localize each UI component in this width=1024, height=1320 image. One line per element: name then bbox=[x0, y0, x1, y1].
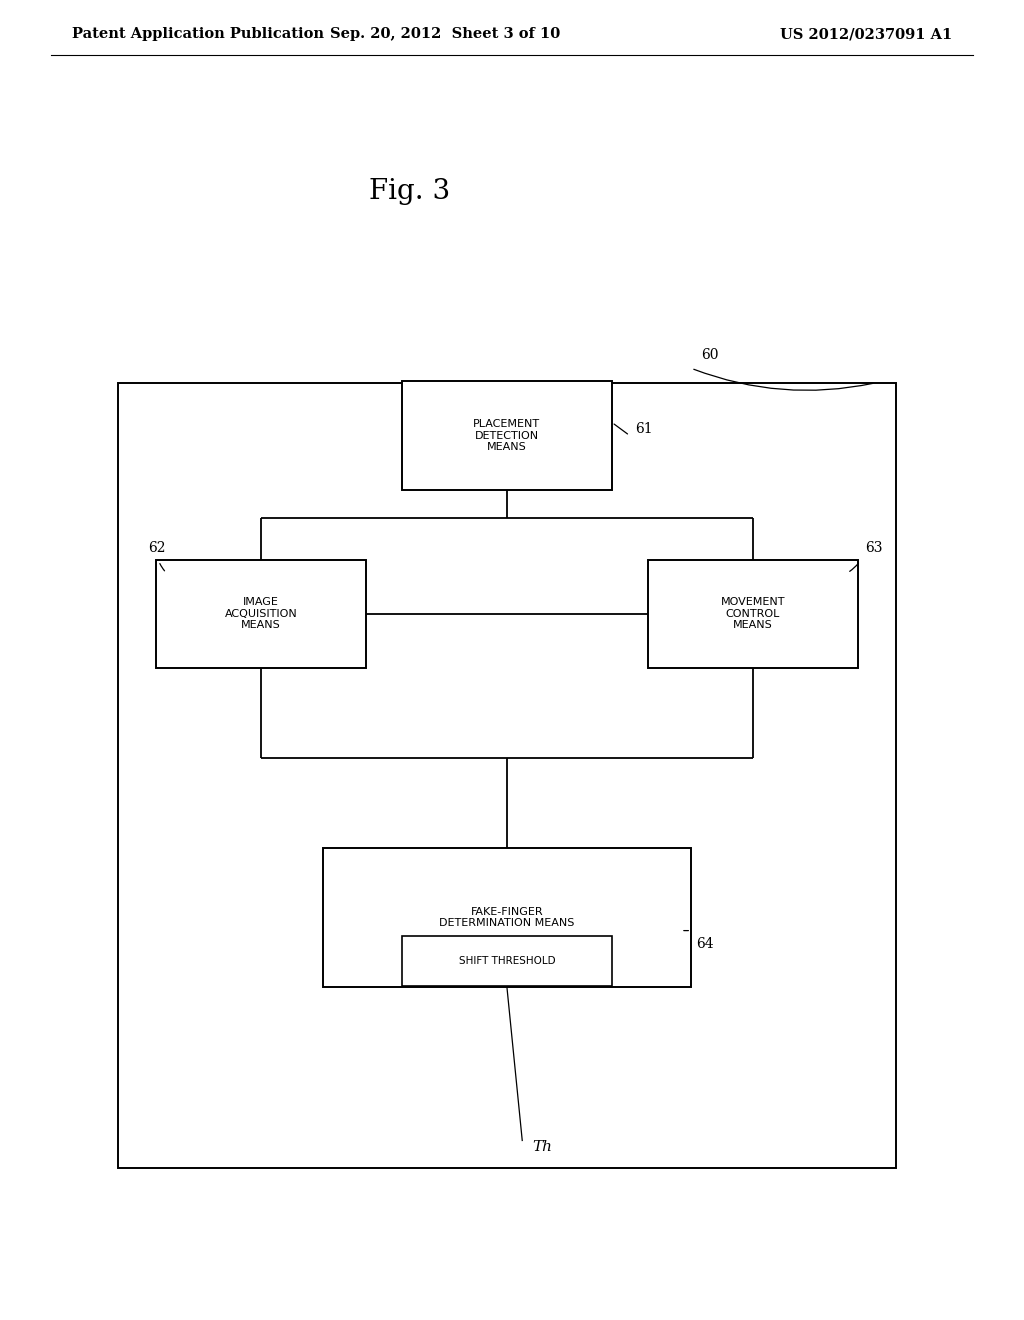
Text: PLACEMENT
DETECTION
MEANS: PLACEMENT DETECTION MEANS bbox=[473, 418, 541, 453]
Text: 60: 60 bbox=[701, 347, 719, 362]
Text: Th: Th bbox=[532, 1139, 553, 1154]
Text: 64: 64 bbox=[696, 937, 714, 950]
Bar bbox=[401, 936, 612, 986]
Text: SHIFT THRESHOLD: SHIFT THRESHOLD bbox=[459, 956, 555, 966]
Text: 63: 63 bbox=[865, 541, 883, 554]
Text: US 2012/0237091 A1: US 2012/0237091 A1 bbox=[780, 28, 952, 41]
Bar bbox=[157, 560, 367, 668]
Bar bbox=[323, 849, 691, 987]
Text: Fig. 3: Fig. 3 bbox=[369, 178, 451, 205]
Text: 61: 61 bbox=[635, 422, 652, 436]
Text: Patent Application Publication: Patent Application Publication bbox=[72, 28, 324, 41]
Text: MOVEMENT
CONTROL
MEANS: MOVEMENT CONTROL MEANS bbox=[721, 597, 784, 631]
Text: 62: 62 bbox=[148, 541, 166, 554]
Text: IMAGE
ACQUISITION
MEANS: IMAGE ACQUISITION MEANS bbox=[224, 597, 298, 631]
Text: FAKE-FINGER
DETERMINATION MEANS: FAKE-FINGER DETERMINATION MEANS bbox=[439, 907, 574, 928]
Bar bbox=[647, 560, 857, 668]
Text: Sep. 20, 2012  Sheet 3 of 10: Sep. 20, 2012 Sheet 3 of 10 bbox=[331, 28, 560, 41]
Bar bbox=[401, 381, 612, 490]
Bar bbox=[118, 383, 896, 1168]
